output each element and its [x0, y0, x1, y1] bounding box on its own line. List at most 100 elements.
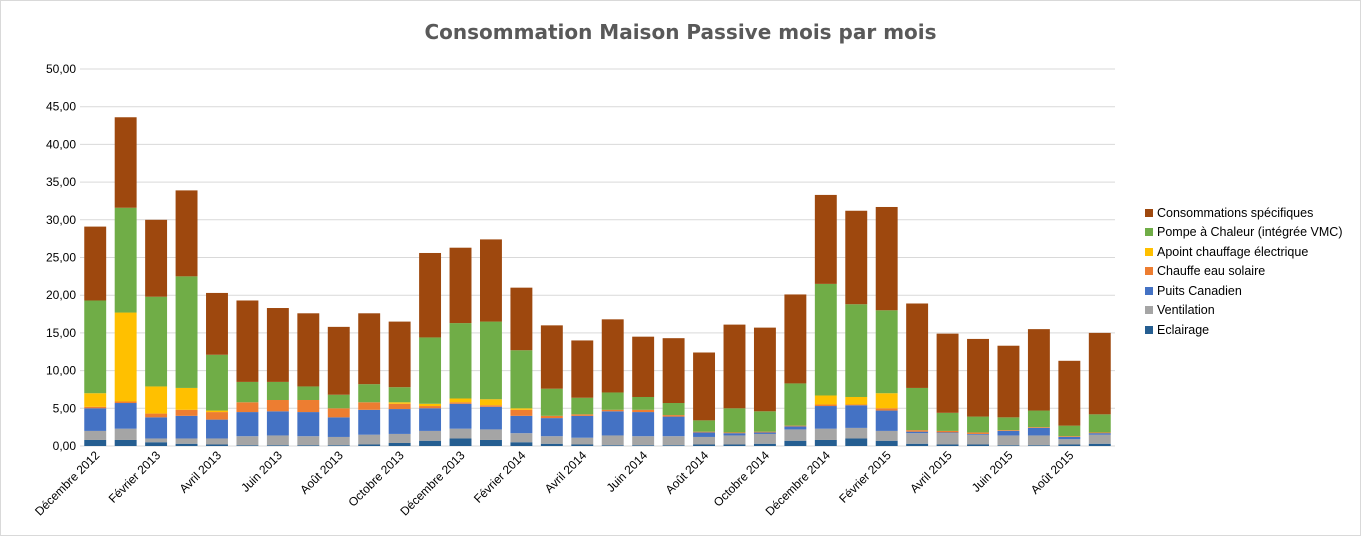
bar-segment	[997, 430, 1020, 436]
bar-segment	[449, 402, 472, 404]
bar-segment	[266, 308, 289, 382]
bar-segment	[510, 408, 533, 410]
bar-segment	[266, 411, 289, 436]
bar-segment	[997, 445, 1020, 446]
bar-segment	[814, 395, 837, 405]
bar-segment	[814, 404, 837, 407]
bar-segment	[84, 408, 107, 431]
bar-stack	[175, 190, 198, 446]
x-tick-label: Octobre 2013	[345, 448, 407, 510]
bar-segment	[784, 425, 807, 427]
bar-segment	[632, 409, 655, 413]
y-tick-label: 35,00	[46, 175, 76, 189]
bar-segment	[753, 411, 776, 432]
bar-segment	[723, 432, 746, 434]
bar-segment	[449, 438, 472, 446]
legend-swatch	[1145, 208, 1153, 217]
bar-segment	[480, 239, 502, 322]
legend-label: Apoint chauffage électrique	[1157, 244, 1309, 259]
bar-segment	[845, 405, 868, 428]
bar-stack	[449, 247, 472, 446]
bar-segment	[327, 445, 350, 446]
bar-segment	[84, 300, 107, 394]
bar-segment	[114, 439, 137, 446]
bar-segment	[967, 338, 989, 417]
bar-segment	[1058, 360, 1081, 426]
bar-segment	[175, 190, 198, 277]
bar-segment	[632, 445, 655, 446]
bar-segment	[236, 402, 259, 413]
bar-segment	[175, 276, 198, 388]
bar-stack	[84, 226, 107, 446]
bar-segment	[967, 432, 989, 434]
x-tick-label: Février 2014	[471, 448, 529, 506]
y-tick-label: 45,00	[46, 100, 76, 114]
bar-segment	[601, 435, 624, 446]
x-tick-label: Avril 2013	[177, 448, 225, 496]
y-axis-ticks: 0,00 5,00 10,00 15,00 20,00 25,00 30,00 35,00 40…	[46, 62, 76, 453]
bar-segment	[145, 219, 168, 297]
x-tick-label: Décembre 2014	[763, 448, 834, 519]
bar-segment	[236, 436, 259, 446]
bar-segment	[693, 420, 716, 432]
bar-segment	[206, 419, 228, 439]
bar-segment	[601, 319, 624, 393]
y-tick-label: 15,00	[46, 326, 76, 340]
y-tick-label: 25,00	[46, 251, 76, 265]
legend-label: Eclairage	[1157, 322, 1210, 337]
bar-segment	[723, 324, 746, 409]
bar-segment	[175, 409, 198, 416]
bar-stack	[388, 321, 411, 446]
bar-segment	[814, 428, 837, 440]
bar-segment	[175, 443, 198, 446]
bar-segment	[206, 354, 228, 411]
x-tick-label: Juin 2013	[238, 448, 285, 495]
bar-segment	[662, 436, 685, 446]
legend-label: Ventilation	[1157, 303, 1215, 318]
bar-segment	[297, 436, 320, 446]
bar-segment	[449, 247, 472, 324]
bar-segment	[358, 402, 381, 410]
bar-segment	[632, 336, 655, 397]
bar-stack	[145, 219, 168, 446]
bar-segment	[1027, 410, 1050, 428]
bar-segment	[1027, 435, 1050, 446]
bar-segment	[419, 440, 442, 446]
bar-segment	[114, 207, 137, 313]
bar-segment	[601, 445, 624, 446]
bar-segment	[84, 226, 107, 301]
x-tick-label: Décembre 2013	[397, 448, 468, 519]
bar-segment	[540, 415, 563, 419]
x-axis-ticks: Décembre 2012 Février 2013 Avril 2013 Juin …	[32, 448, 1077, 519]
bar-segment	[358, 313, 381, 385]
bar-segment	[845, 404, 868, 406]
bar-segment	[480, 321, 502, 400]
legend-label: Consommations spécifiques	[1157, 205, 1314, 220]
bar-stack	[1027, 329, 1050, 446]
bar-stack	[753, 327, 776, 446]
bar-segment	[145, 438, 168, 443]
bar-stack	[358, 313, 381, 446]
bar-segment	[875, 410, 898, 431]
bar-segment	[753, 431, 776, 433]
x-tick-label: Février 2015	[836, 448, 894, 506]
bar-stacks	[84, 117, 1111, 446]
bar-segment	[145, 296, 168, 387]
bar-segment	[84, 430, 107, 440]
bar-segment	[449, 428, 472, 439]
bar-segment	[145, 442, 168, 446]
bar-segment	[753, 433, 776, 444]
bar-segment	[388, 402, 411, 404]
bar-segment	[814, 406, 837, 429]
legend-label: Pompe à Chaleur (intégrée VMC)	[1157, 225, 1343, 240]
bar-segment	[510, 433, 533, 443]
bar-segment	[266, 381, 289, 401]
bar-segment	[845, 304, 868, 397]
y-tick-label: 30,00	[46, 213, 76, 227]
bar-segment	[967, 416, 989, 433]
legend-swatch	[1145, 325, 1153, 334]
x-tick-label: Avril 2014	[542, 448, 590, 496]
legend-swatch	[1145, 286, 1153, 295]
legend-item: Pompe à Chaleur (intégrée VMC)	[1145, 223, 1343, 243]
